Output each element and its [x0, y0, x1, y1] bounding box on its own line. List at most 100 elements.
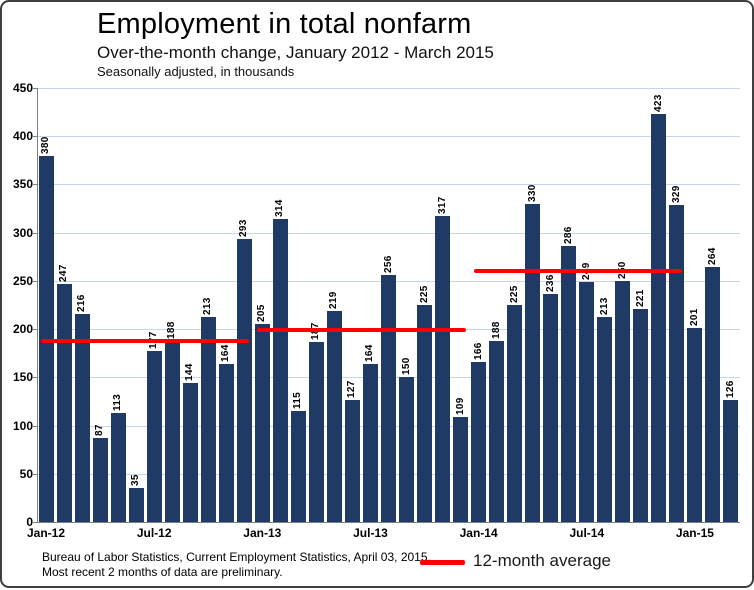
x-axis-line: [37, 522, 740, 523]
bar: [435, 216, 451, 522]
bar: [381, 275, 396, 522]
bar: [308, 341, 324, 522]
y-axis-tick: [33, 280, 37, 282]
y-axis-tick: [33, 377, 37, 379]
bar: [74, 313, 90, 522]
average-line: [473, 269, 682, 274]
bar-value-label: 115: [292, 392, 304, 410]
bar-value-label: 188: [490, 321, 502, 339]
bar-value-label: 216: [76, 294, 88, 312]
bar: [597, 316, 613, 522]
y-axis-label: 200: [12, 322, 33, 337]
bar-value-label: 219: [328, 291, 340, 309]
bar-value-label: 247: [58, 264, 70, 282]
bar: [164, 340, 180, 522]
bar: [326, 310, 342, 522]
source-text-line2: Most recent 2 months of data are prelimi…: [42, 565, 283, 579]
legend-label: 12-month average: [473, 551, 611, 570]
gridline: [37, 136, 740, 138]
bar-value-label: 127: [346, 379, 358, 398]
gridline: [37, 88, 740, 89]
bar: [471, 361, 487, 522]
bar-value-label: 250: [616, 245, 630, 279]
x-axis-label: Jan-12: [26, 526, 66, 540]
bar-value-label: 35: [130, 474, 142, 487]
bar-value-label: 109: [454, 397, 466, 415]
x-axis-label: Jul-14: [569, 526, 605, 540]
bar-value-label: 317: [436, 196, 448, 215]
bar-value-label: 236: [544, 274, 556, 293]
bar-value-label: 166: [472, 342, 484, 360]
bar: [182, 383, 198, 522]
bar-value-label: 330: [526, 184, 538, 202]
bar: [669, 204, 685, 522]
y-axis-tick: [33, 136, 37, 138]
bar-value-label: 164: [220, 344, 232, 362]
bar-value-label: 87: [94, 424, 106, 437]
bar-value-label: 256: [382, 255, 394, 274]
bar: [525, 203, 541, 522]
y-axis-label: 450: [12, 81, 33, 95]
bar-value-label: 225: [418, 285, 430, 303]
x-axis-label: Jan-14: [459, 526, 498, 540]
y-axis-label: 400: [12, 129, 33, 144]
bar: [615, 280, 631, 522]
bar: [92, 438, 108, 522]
bar: [705, 267, 721, 522]
bar-value-label: 213: [598, 296, 610, 315]
y-axis-line: [37, 88, 38, 522]
bar: [236, 239, 252, 522]
bar-value-label: 150: [400, 357, 412, 376]
bar-value-label: 188: [166, 321, 178, 339]
x-axis-label: Jan-15: [675, 526, 714, 540]
bar: [453, 416, 469, 522]
bar-value-label: 126: [724, 380, 736, 399]
y-axis-label: 100: [12, 418, 33, 433]
chart-title: Employment in total nonfarm: [97, 8, 472, 40]
bar: [56, 283, 72, 522]
bar: [344, 399, 360, 522]
gridline: [37, 184, 740, 186]
y-axis-tick: [33, 425, 37, 427]
bar-value-label: 380: [40, 135, 51, 154]
bar-value-label: 264: [706, 247, 718, 266]
average-line: [257, 328, 466, 333]
bar-value-label: 286: [562, 226, 574, 245]
source-text-line1: Bureau of Labor Statistics, Current Empl…: [42, 550, 431, 564]
bar-value-label: 329: [670, 185, 682, 203]
bar-value-label: 164: [364, 344, 376, 362]
x-axis-label: Jul-12: [136, 526, 172, 540]
gridline: [37, 232, 740, 234]
y-axis-label: 350: [12, 177, 33, 192]
average-line-swatch-icon: [420, 560, 465, 565]
bar: [723, 400, 739, 522]
bar: [399, 377, 415, 522]
bar-value-label: 113: [112, 393, 124, 412]
bar: [687, 328, 703, 522]
bar: [543, 294, 559, 522]
bar: [417, 305, 433, 522]
chart-subtitle: Over-the-month change, January 2012 - Ma…: [97, 43, 494, 62]
bar: [110, 413, 126, 522]
bar: [128, 488, 144, 522]
bar: [218, 363, 234, 522]
y-axis-tick: [33, 88, 37, 89]
chart-note: Seasonally adjusted, in thousands: [97, 64, 295, 79]
bar: [561, 246, 577, 522]
y-axis-label: 50: [19, 466, 33, 481]
bar: [200, 316, 216, 522]
bar: [579, 281, 595, 522]
bar-value-label: 187: [309, 306, 323, 340]
x-axis-label: Jan-13: [243, 526, 282, 540]
y-axis-label: 150: [12, 370, 33, 385]
average-line: [41, 338, 250, 343]
bar-value-label: 144: [184, 363, 196, 382]
y-axis-tick: [33, 473, 37, 475]
bar-value-label: 293: [238, 219, 250, 238]
bar-value-label: 225: [508, 285, 520, 303]
y-axis-tick: [33, 522, 37, 523]
y-axis-label: 300: [12, 225, 33, 240]
bar-value-label: 201: [688, 308, 700, 327]
bar-value-label: 205: [256, 304, 268, 323]
